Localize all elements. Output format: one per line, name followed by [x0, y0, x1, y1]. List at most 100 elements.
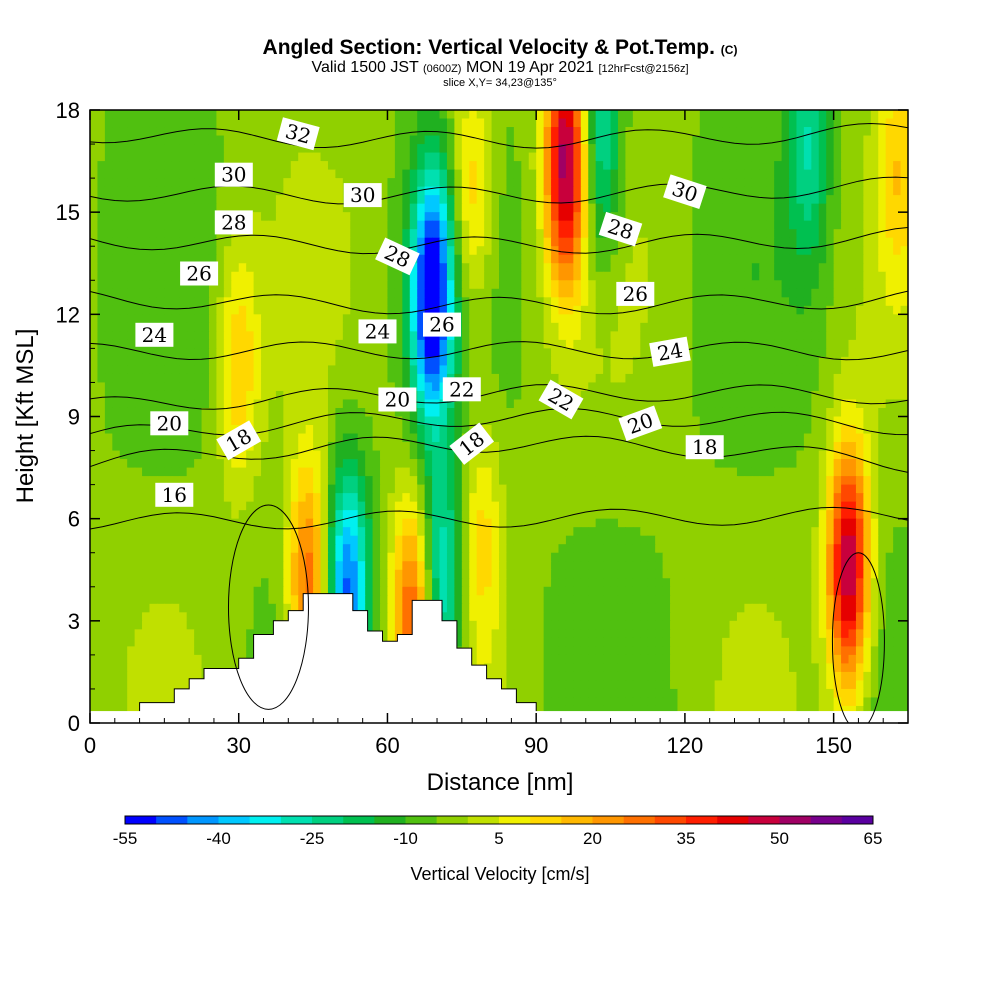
velocity-cell: [194, 254, 203, 264]
velocity-cell: [811, 365, 820, 375]
velocity-cell: [223, 280, 232, 290]
velocity-cell: [811, 195, 820, 205]
velocity-cell: [506, 127, 515, 137]
velocity-cell: [863, 212, 872, 222]
velocity-cell: [655, 322, 664, 332]
velocity-cell: [461, 110, 470, 120]
velocity-cell: [848, 407, 857, 418]
velocity-cell: [112, 220, 121, 230]
velocity-cell: [409, 229, 418, 239]
velocity-cell: [290, 348, 299, 358]
velocity-cell: [275, 271, 284, 281]
velocity-cell: [171, 263, 180, 273]
velocity-cell: [766, 178, 775, 188]
velocity-cell: [826, 263, 835, 273]
velocity-cell: [112, 186, 121, 196]
velocity-cell: [551, 467, 560, 477]
valid-date: MON 19 Apr 2021: [465, 59, 595, 76]
velocity-cell: [565, 229, 574, 239]
velocity-cell: [394, 135, 403, 145]
velocity-cell: [432, 390, 441, 401]
velocity-cell: [893, 229, 902, 239]
velocity-cell: [759, 254, 768, 264]
velocity-cell: [885, 348, 894, 358]
velocity-cell: [513, 314, 522, 324]
velocity-cell: [387, 195, 396, 205]
velocity-cell: [640, 212, 649, 222]
velocity-cell: [595, 442, 604, 452]
velocity-cell: [268, 467, 277, 477]
velocity-cell: [253, 476, 262, 486]
velocity-cell: [446, 186, 455, 196]
velocity-cell: [803, 254, 812, 264]
velocity-cell: [223, 382, 232, 392]
velocity-cell: [640, 220, 649, 230]
velocity-cell: [692, 118, 701, 128]
velocity-cell: [677, 373, 686, 384]
velocity-cell: [729, 118, 738, 128]
velocity-cell: [774, 314, 783, 324]
velocity-cell: [789, 186, 798, 196]
velocity-cell: [127, 493, 136, 503]
velocity-cell: [327, 356, 336, 367]
velocity-cell: [647, 254, 656, 264]
velocity-cell: [238, 110, 247, 120]
velocity-cell: [357, 254, 366, 264]
velocity-cell: [261, 246, 270, 256]
velocity-cell: [513, 195, 522, 205]
velocity-cell: [409, 373, 418, 384]
velocity-cell: [878, 399, 887, 409]
velocity-cell: [670, 280, 679, 290]
velocity-cell: [223, 493, 232, 503]
velocity-cell: [833, 356, 842, 367]
velocity-cell: [119, 135, 128, 145]
velocity-cell: [350, 305, 359, 315]
velocity-cell: [699, 169, 708, 179]
velocity-cell: [164, 390, 173, 401]
velocity-cell: [424, 212, 433, 222]
velocity-cell: [536, 305, 545, 315]
velocity-cell: [699, 118, 708, 128]
velocity-cell: [253, 399, 262, 409]
velocity-cell: [595, 450, 604, 460]
velocity-cell: [714, 212, 723, 222]
velocity-cell: [268, 459, 277, 469]
velocity-cell: [900, 382, 908, 392]
velocity-cell: [491, 152, 500, 162]
velocity-cell: [179, 186, 188, 196]
velocity-cell: [722, 339, 731, 349]
velocity-cell: [751, 169, 760, 179]
velocity-cell: [90, 263, 99, 273]
velocity-cell: [751, 331, 760, 341]
velocity-cell: [469, 297, 478, 307]
velocity-cell: [432, 450, 441, 460]
velocity-cell: [372, 450, 381, 460]
velocity-cell: [208, 169, 218, 179]
velocity-cell: [707, 237, 716, 247]
velocity-cell: [439, 144, 448, 154]
velocity-cell: [417, 442, 426, 452]
velocity-cell: [781, 237, 790, 247]
velocity-cell: [506, 356, 515, 367]
velocity-cell: [142, 144, 151, 154]
velocity-cell: [342, 229, 351, 239]
velocity-cell: [127, 271, 136, 281]
velocity-cell: [171, 212, 180, 222]
velocity-cell: [729, 399, 738, 409]
velocity-cell: [513, 280, 522, 290]
velocity-cell: [327, 416, 336, 426]
velocity-cell: [878, 433, 887, 443]
velocity-cell: [826, 144, 835, 154]
velocity-cell: [342, 382, 351, 392]
velocity-cell: [156, 288, 165, 298]
velocity-cell: [558, 450, 567, 460]
velocity-cell: [744, 161, 753, 171]
velocity-cell: [127, 195, 136, 205]
velocity-cell: [751, 382, 760, 392]
velocity-cell: [201, 212, 210, 222]
velocity-cell: [714, 467, 723, 477]
velocity-cell: [394, 178, 403, 188]
velocity-cell: [380, 356, 389, 367]
velocity-cell: [439, 110, 448, 120]
